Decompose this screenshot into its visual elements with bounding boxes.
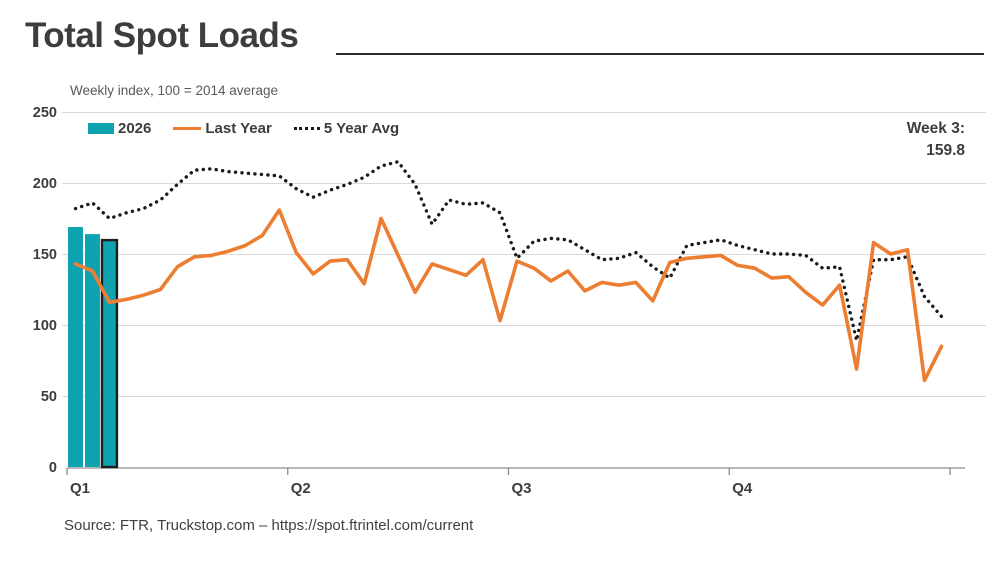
legend-item-last-year: Last Year [173, 120, 272, 137]
svg-text:150: 150 [33, 247, 57, 263]
legend-item-5-year-avg: 5 Year Avg [293, 120, 400, 137]
line-5-year-avg [73, 159, 944, 343]
annotation-week-value: 159.8 [926, 142, 965, 159]
bar-week-2 [84, 234, 100, 467]
bar-current-week [100, 238, 119, 469]
svg-text:Q1: Q1 [70, 480, 90, 497]
y-axis-labels: 0 50 100 150 200 250 [33, 105, 57, 476]
line-swatch-icon [173, 126, 202, 131]
title-underline [336, 53, 984, 55]
svg-text:200: 200 [33, 176, 57, 192]
chart-subtitle: Weekly index, 100 = 2014 average [70, 83, 279, 98]
legend: 2026 Last Year 5 Year Avg [88, 120, 399, 137]
bars-2026 [67, 227, 119, 469]
svg-text:Q4: Q4 [732, 480, 753, 497]
line-last-year [73, 208, 944, 383]
svg-text:50: 50 [41, 389, 57, 405]
svg-text:100: 100 [33, 318, 57, 334]
bar-swatch-icon [88, 123, 114, 134]
svg-text:250: 250 [33, 105, 57, 121]
page-title: Total Spot Loads [25, 16, 299, 55]
svg-text:0: 0 [49, 460, 57, 476]
annotation-week-label: Week 3: [906, 120, 965, 137]
dotted-swatch-icon [293, 127, 320, 130]
bar-week-1 [67, 227, 83, 467]
legend-label-2026: 2026 [118, 120, 152, 137]
svg-text:Q2: Q2 [291, 480, 311, 497]
x-axis: Q1 Q2 Q3 Q4 [66, 467, 965, 497]
legend-label-last-year: Last Year [205, 120, 272, 137]
legend-label-5-year-avg: 5 Year Avg [323, 120, 400, 137]
svg-text:Q3: Q3 [512, 480, 532, 497]
current-week-annotation: Week 3: 159.8 [907, 118, 965, 162]
source-citation: Source: FTR, Truckstop.com – https://spo… [64, 517, 474, 534]
legend-item-2026: 2026 [88, 120, 151, 137]
